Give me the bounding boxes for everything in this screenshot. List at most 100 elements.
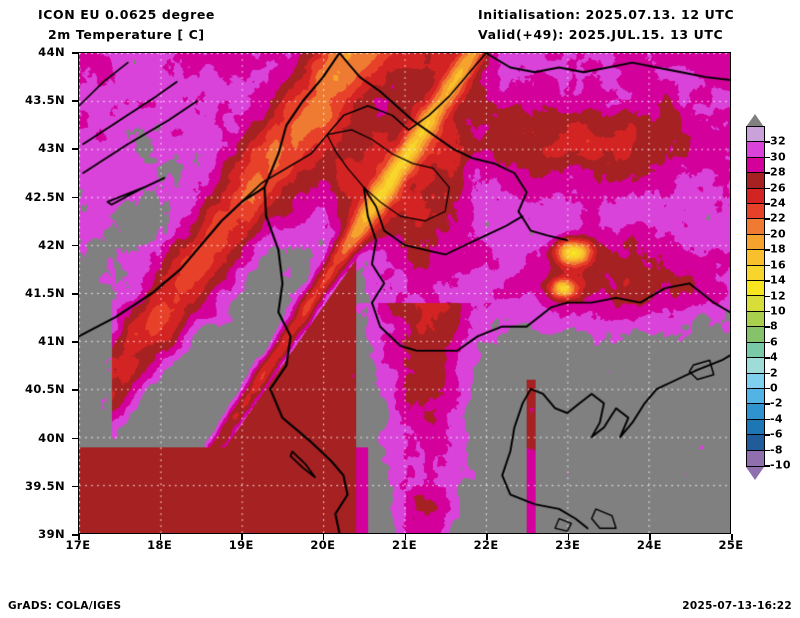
colorbar-tick-mark (764, 295, 770, 297)
colorbar-tick-label: -4 (770, 412, 783, 426)
colorbar-tick-mark (764, 218, 770, 220)
colorbar-swatch (747, 311, 764, 328)
colorbar-tick-label: -2 (770, 396, 783, 410)
lat-tick-mark (72, 534, 78, 536)
field-title: 2m Temperature [ C] (48, 27, 205, 42)
lat-tick-label: 39N (38, 527, 65, 541)
colorbar-swatch (747, 327, 764, 343)
colorbar-swatch (747, 219, 764, 235)
valid-time-label: Valid(+49): 2025.JUL.15. 13 UTC (478, 27, 724, 42)
colorbar-tick-label: 0 (770, 381, 778, 395)
colorbar-tick-label: 14 (770, 273, 786, 287)
lat-tick-label: 44N (38, 45, 65, 59)
map-plot-area (78, 52, 731, 534)
colorbar-swatch (747, 404, 764, 420)
colorbar-tick-label: 16 (770, 258, 786, 272)
lon-tick-label: 24E (636, 538, 662, 552)
initialisation-label: Initialisation: 2025.07.13. 12 UTC (478, 7, 735, 22)
colorbar-swatch (747, 342, 764, 359)
lat-tick-mark (72, 196, 78, 199)
lat-tick-mark (72, 293, 78, 295)
lon-tick-label: 23E (555, 538, 581, 552)
colorbar-tick-label: 4 (770, 350, 778, 364)
colorbar-tick-label: -6 (770, 427, 783, 441)
colorbar-tick-mark (764, 403, 770, 405)
colorbar-tick-mark (764, 434, 770, 436)
colorbar-swatch (747, 419, 764, 436)
colorbar-tick-mark (764, 264, 770, 267)
colorbar-tick-label: 2 (770, 366, 778, 380)
colorbar-swatch (747, 450, 764, 466)
colorbar-tick-mark (764, 203, 770, 205)
colorbar-tick-mark (764, 372, 770, 375)
credit-label: GrADS: COLA/IGES (8, 600, 122, 612)
lon-tick-mark (567, 534, 570, 540)
colorbar-swatch (747, 234, 764, 251)
colorbar-swatch (747, 388, 764, 405)
colorbar-tick-label: 32 (770, 134, 786, 148)
lat-tick-label: 42N (38, 237, 65, 252)
timestamp-label: 2025-07-13-16:22 (682, 600, 792, 612)
colorbar-tick-mark (764, 341, 770, 344)
colorbar-under-arrow (746, 467, 764, 480)
colorbar-tick-label: 6 (770, 335, 778, 349)
colorbar-swatch (747, 281, 764, 297)
colorbar-tick-label: 22 (770, 211, 786, 225)
colorbar-tick-mark (764, 233, 770, 236)
colorbar-tick-label: -10 (770, 458, 791, 472)
temperature-heatmap (79, 53, 730, 533)
colorbar-tick-label: 10 (770, 304, 786, 318)
colorbar-tick-label: 26 (770, 181, 786, 195)
colorbar-tick-mark (764, 326, 770, 328)
colorbar-tick-mark (764, 357, 770, 359)
colorbar (746, 126, 765, 467)
colorbar-swatch (747, 250, 764, 266)
colorbar-tick-mark (764, 280, 770, 282)
colorbar-tick-label: -8 (770, 443, 783, 457)
lat-tick-mark (72, 52, 78, 54)
colorbar-swatch (747, 173, 764, 189)
lat-tick-mark (72, 148, 78, 150)
lat-tick-label: 43.5N (25, 93, 65, 108)
colorbar-swatch (747, 204, 764, 220)
lon-tick-mark (649, 534, 651, 540)
colorbar-swatch (747, 142, 764, 158)
colorbar-tick-mark (764, 156, 770, 159)
lon-tick-label: 21E (391, 538, 418, 552)
colorbar-tick-label: 24 (770, 196, 786, 210)
lon-tick-mark (241, 534, 243, 540)
lat-tick-mark (72, 100, 78, 102)
lat-tick-mark (72, 244, 78, 247)
lon-tick-label: 22E (473, 538, 499, 552)
colorbar-tick-mark (764, 249, 770, 251)
colorbar-tick-mark (764, 465, 770, 467)
colorbar-swatch (747, 296, 764, 312)
colorbar-over-arrow (746, 114, 764, 127)
lat-tick-label: 41.5N (25, 286, 65, 300)
colorbar-tick-label: 20 (770, 227, 786, 241)
lat-tick-mark (72, 389, 78, 391)
colorbar-swatch (747, 157, 764, 174)
colorbar-tick-label: 8 (770, 319, 778, 333)
colorbar-tick-mark (764, 387, 770, 390)
lon-tick-mark (731, 534, 733, 540)
lon-tick-mark (486, 534, 488, 540)
colorbar-swatch (747, 435, 764, 451)
colorbar-tick-mark (764, 141, 770, 143)
colorbar-tick-mark (764, 187, 770, 190)
lon-tick-label: 17E (65, 538, 91, 552)
colorbar-tick-label: 30 (770, 150, 786, 164)
lon-tick-mark (159, 534, 162, 540)
colorbar-tick-label: 28 (770, 165, 786, 179)
lon-tick-label: 20E (310, 538, 336, 552)
colorbar-tick-label: 12 (770, 289, 786, 302)
colorbar-swatch (747, 358, 764, 374)
lat-tick-label: 43N (38, 141, 65, 156)
lon-tick-label: 18E (147, 538, 173, 552)
model-title: ICON EU 0.0625 degree (38, 7, 215, 22)
lat-tick-label: 39.5N (25, 478, 65, 493)
lat-tick-label: 41N (38, 334, 65, 349)
lat-tick-mark (72, 485, 78, 488)
lon-tick-label: 25E (718, 538, 744, 552)
lat-tick-mark (72, 437, 78, 440)
